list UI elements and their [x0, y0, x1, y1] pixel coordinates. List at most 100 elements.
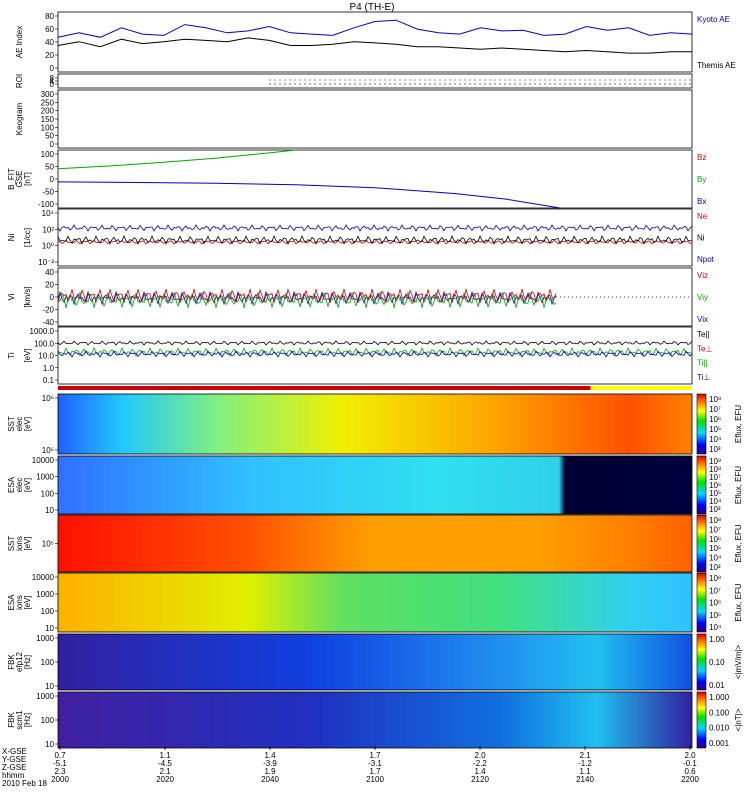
plot-area	[58, 90, 692, 148]
roi-dot	[334, 79, 336, 81]
roi-dot	[454, 83, 456, 85]
roi-dot	[284, 83, 286, 85]
roi-dot	[324, 83, 326, 85]
x-tick-xgse: 1.4	[264, 751, 276, 760]
roi-dot	[534, 79, 536, 81]
spectrogram	[58, 634, 692, 690]
y-tick-label: 0.1	[43, 376, 55, 385]
x-tick-zgse: 2.3	[54, 767, 66, 776]
spectrogram	[58, 456, 692, 514]
roi-dot	[429, 79, 431, 81]
colorbar-tick: 1.000	[709, 693, 730, 702]
colorbar-tick: 0.01	[709, 681, 725, 690]
x-tick-time: 2200	[681, 775, 699, 784]
y-tick-label: 10⁴	[42, 209, 55, 218]
y-label: FBK	[7, 654, 16, 670]
trace-ti-par	[57, 346, 693, 358]
y-unit: [Hz]	[23, 713, 32, 727]
colorbar-tick: 10³	[709, 505, 721, 514]
roi-dot	[384, 83, 386, 85]
series-line-themis-ae	[57, 37, 692, 54]
roi-dot	[399, 79, 401, 81]
colorbar-label: <|mV/m|>	[734, 644, 743, 679]
roi-dot	[364, 83, 366, 85]
roi-dot	[274, 79, 276, 81]
legend-entry: By	[697, 175, 706, 184]
y-label-2: elec	[15, 478, 24, 493]
roi-dot	[339, 79, 341, 81]
y-tick-label: 20	[45, 51, 54, 60]
y-tick-label: 40	[45, 38, 54, 47]
colorbar-label: Eflux, EFU	[734, 405, 743, 443]
roi-dot	[494, 83, 496, 85]
y-label: Ti	[7, 352, 16, 359]
roi-dot	[594, 83, 596, 85]
roi-dot	[479, 83, 481, 85]
legend-entry: Npot	[697, 255, 715, 264]
roi-dot	[484, 83, 486, 85]
y-tick-label: 1000.0	[30, 327, 55, 336]
y-tick-label: 10⁵	[42, 446, 54, 455]
roi-dot	[604, 79, 606, 81]
x-tick-ygse: -0.1	[683, 759, 697, 768]
status-bar	[590, 386, 692, 390]
spectrogram	[58, 515, 692, 572]
y-tick-label: 100	[41, 658, 55, 667]
roi-dot	[629, 79, 631, 81]
colorbar-tick: 10⁴	[709, 623, 722, 632]
colorbar-label: <|nT|>	[734, 708, 743, 731]
roi-dot	[489, 79, 491, 81]
y-tick-label: 0	[50, 80, 55, 89]
roi-dot	[414, 79, 416, 81]
y-tick-label: 60	[45, 25, 54, 34]
roi-dot	[589, 79, 591, 81]
roi-dot	[634, 83, 636, 85]
y-label-2: ions	[15, 536, 24, 551]
roi-dot	[439, 83, 441, 85]
legend-entry: Bx	[697, 197, 706, 206]
roi-dot	[409, 79, 411, 81]
roi-dot	[669, 79, 671, 81]
y-tick-label: 0	[50, 175, 55, 184]
plot-area	[58, 327, 692, 384]
x-tick-time: 2040	[261, 775, 279, 784]
y-tick-label: 100	[41, 607, 55, 616]
roi-dot	[679, 79, 681, 81]
colorbar-tick: 0.010	[709, 724, 730, 733]
roi-dot	[544, 79, 546, 81]
colorbar-tick: 10⁹	[709, 457, 721, 466]
roi-dot	[429, 83, 431, 85]
roi-dot	[629, 83, 631, 85]
y-unit: [km/s]	[23, 286, 32, 307]
roi-dot	[509, 83, 511, 85]
x-tick-time: 2000	[51, 775, 69, 784]
roi-dot	[274, 83, 276, 85]
roi-dot	[434, 83, 436, 85]
legend-entry: Ni	[697, 234, 705, 243]
x-tick-zgse: 2.1	[159, 767, 171, 776]
roi-dot	[449, 83, 451, 85]
y-tick-label: 50	[45, 132, 54, 141]
roi-dot	[454, 79, 456, 81]
panel-3: 100 50 0 -50 -100 B_FIT GSE [nT] Bz By Bx	[7, 149, 706, 209]
colorbar	[696, 455, 707, 515]
roi-dot	[534, 83, 536, 85]
legend-entry: Bz	[697, 153, 706, 162]
y-tick-label: 100	[41, 150, 55, 159]
colorbar-tick: 10⁵	[709, 611, 721, 620]
roi-dot	[339, 83, 341, 85]
roi-dot	[609, 83, 611, 85]
roi-dot	[334, 83, 336, 85]
roi-dot	[289, 83, 291, 85]
roi-dot	[384, 79, 386, 81]
roi-dot	[544, 83, 546, 85]
roi-dot	[394, 79, 396, 81]
roi-dot	[414, 83, 416, 85]
roi-dot	[664, 79, 666, 81]
roi-dot	[654, 79, 656, 81]
roi-dot	[394, 83, 396, 85]
